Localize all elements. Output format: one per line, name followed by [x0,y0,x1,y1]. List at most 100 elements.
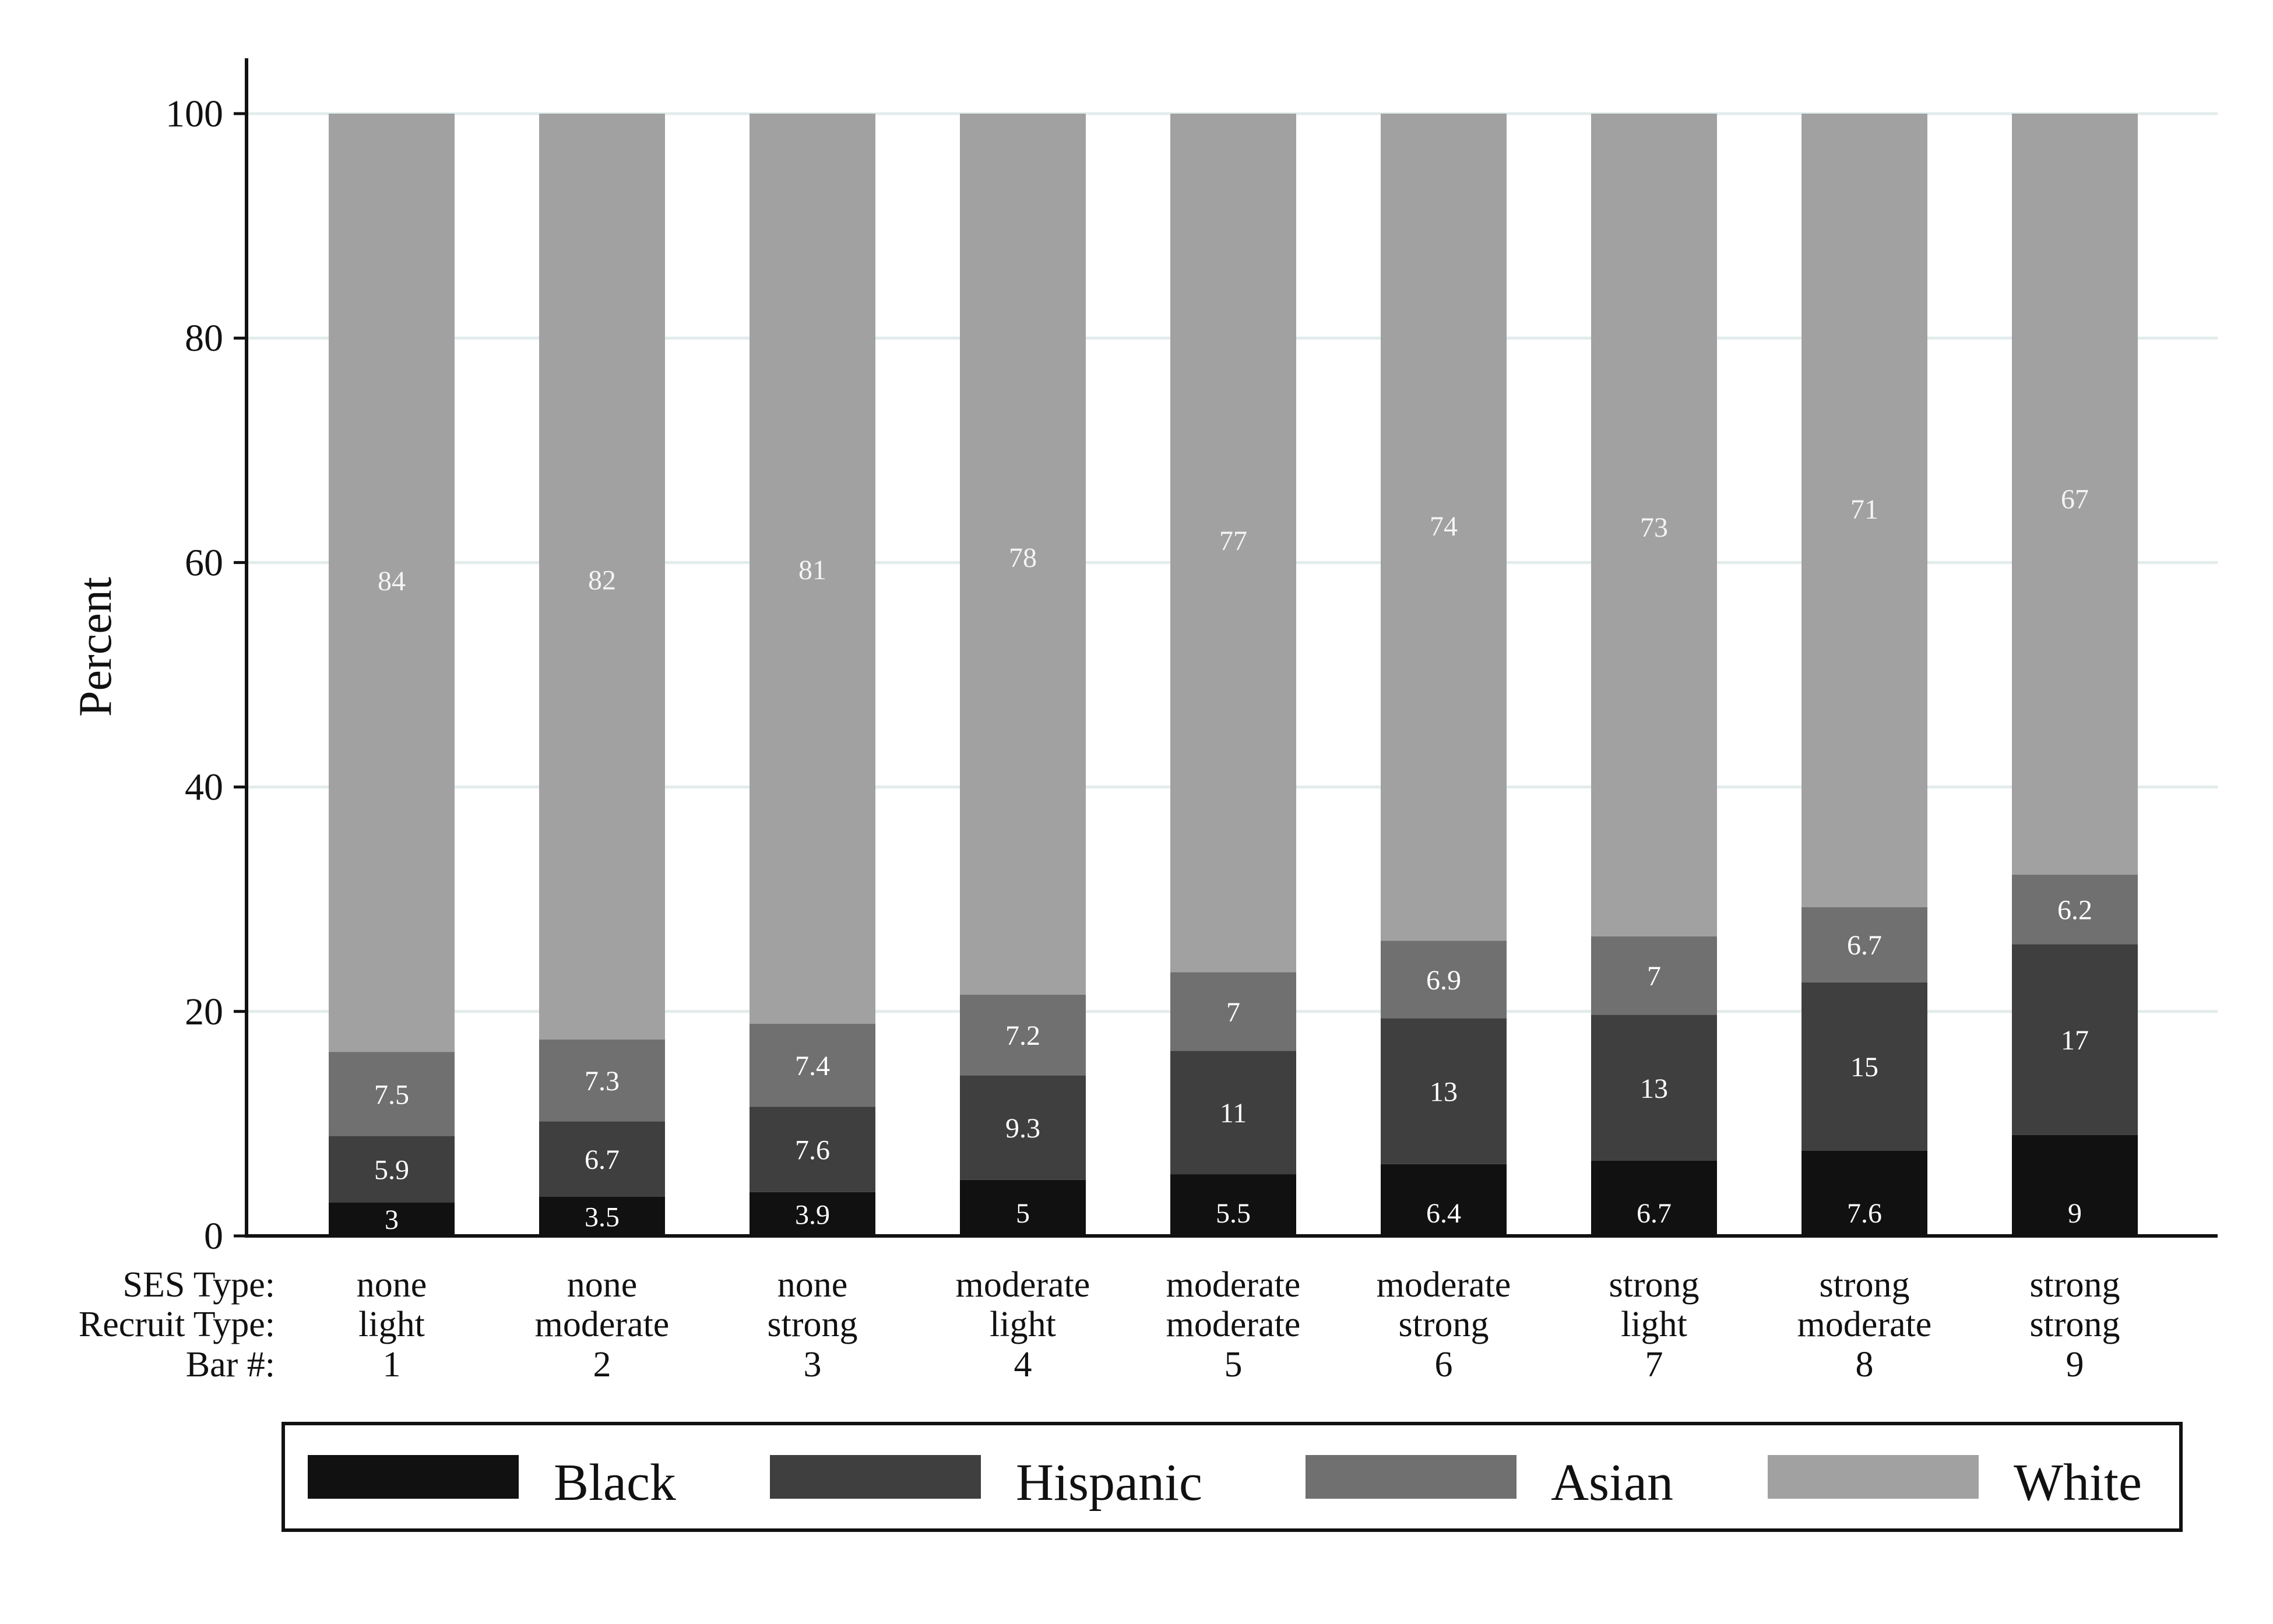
data-label-black: 9 [2068,1198,2082,1229]
y-tick-label: 40 [185,766,223,809]
data-label-hispanic: 13 [1640,1073,1668,1104]
x-label-recruit: moderate [1797,1305,1932,1344]
bar-segment-hispanic-2 [539,1121,665,1197]
y-tick-label: 80 [185,317,223,360]
bar-segment-white-3 [750,114,875,1024]
row-label-recruit: Recruit Type: [79,1305,275,1344]
bar-segment-asian-2 [539,1039,665,1122]
x-label-ses: none [777,1265,848,1305]
bar-segment-hispanic-1 [329,1136,455,1203]
bar-segment-white-1 [329,114,455,1052]
bar-segment-black-7 [1591,1160,1717,1236]
x-label-ses: none [357,1265,427,1305]
bar-segment-hispanic-8 [1801,982,1927,1151]
bar-segment-black-5 [1170,1174,1296,1236]
data-label-white: 73 [1640,512,1668,543]
data-label-hispanic: 15 [1850,1052,1878,1083]
bar-segment-hispanic-6 [1381,1018,1507,1164]
x-label-recruit: light [1621,1305,1687,1344]
x-label-recruit: strong [2030,1305,2120,1344]
bar-segment-hispanic-7 [1591,1014,1717,1161]
data-label-white: 82 [588,565,616,596]
legend-label-white: White [2014,1454,2142,1512]
legend-label-black: Black [554,1454,676,1512]
bar-segment-asian-9 [2012,874,2138,945]
x-label-recruit: strong [1399,1305,1489,1344]
bar-segment-black-4 [960,1179,1086,1236]
legend-label-hispanic: Hispanic [1016,1454,1202,1512]
x-label-recruit: light [358,1305,425,1344]
x-label-recruit: moderate [1166,1305,1301,1344]
y-axis-ticks: 0 20 40 60 80 100 [166,93,247,1257]
x-label-bar: 7 [1645,1345,1663,1385]
y-tick-label: 0 [204,1215,223,1257]
bar-segment-asian-8 [1801,907,1927,982]
x-label-bar: 8 [1856,1345,1874,1385]
data-label-black: 6.7 [1637,1198,1672,1229]
data-label-white: 77 [1219,526,1247,556]
data-label-white: 71 [1850,494,1878,525]
bar-segment-hispanic-5 [1170,1051,1296,1175]
bar-segment-black-2 [539,1196,665,1236]
data-label-asian: 7.5 [374,1079,409,1110]
data-label-hispanic: 13 [1430,1077,1458,1108]
x-label-bar: 2 [593,1345,611,1385]
x-label-ses: strong [2030,1265,2120,1305]
bar-segment-black-8 [1801,1150,1927,1236]
bar-segment-white-5 [1170,114,1296,973]
data-label-asian: 6.9 [1426,965,1461,996]
data-label-black: 5.5 [1216,1198,1251,1229]
row-label-bar: Bar #: [186,1345,275,1385]
x-label-ses: none [567,1265,638,1305]
bar-segment-black-9 [2012,1135,2138,1236]
data-label-black: 3.9 [795,1199,830,1230]
bar-segment-asian-3 [750,1023,875,1107]
data-label-asian: 6.2 [2057,895,2092,926]
bar-segment-asian-1 [329,1052,455,1136]
bar-segment-white-2 [539,114,665,1040]
legend-label-asian: Asian [1551,1454,1673,1512]
data-label-asian: 7 [1226,997,1240,1028]
bar-segment-white-7 [1591,114,1717,936]
data-label-hispanic: 17 [2061,1025,2089,1056]
row-label-ses: SES Type: [122,1265,275,1305]
y-axis-label: Percent [70,577,121,717]
data-label-hispanic: 5.9 [374,1154,409,1185]
bars: 3 5.9 7.5 84 3.5 6.7 7.3 82 3.9 7.6 7.4 81 5 9.3 7.2 78… [329,114,2138,1236]
bar-segment-black-1 [329,1202,455,1236]
bar-segment-asian-6 [1381,940,1507,1019]
x-label-ses: moderate [1166,1265,1301,1305]
bar-segment-asian-4 [960,994,1086,1076]
data-label-asian: 7.4 [795,1051,830,1082]
x-label-ses: moderate [956,1265,1090,1305]
data-label-asian: 7.2 [1005,1020,1040,1051]
bar-segment-asian-5 [1170,972,1296,1051]
data-label-black: 3 [385,1204,399,1235]
data-label-hispanic: 7.6 [795,1135,830,1166]
y-tick-label: 100 [166,93,223,135]
bar-segment-white-6 [1381,114,1507,941]
y-tick-label: 20 [185,991,223,1033]
x-axis-category-labels: SES Type:Recruit Type:Bar #:nonelight1no… [79,1265,2120,1385]
x-label-ses: strong [1609,1265,1700,1305]
bar-segment-hispanic-9 [2012,944,2138,1135]
bar-segment-white-9 [2012,114,2138,875]
data-label-asian: 7 [1647,961,1661,992]
x-label-bar: 5 [1225,1345,1243,1385]
legend-swatch-black [308,1455,519,1499]
x-label-bar: 6 [1435,1345,1453,1385]
x-label-bar: 4 [1014,1345,1032,1385]
x-label-recruit: light [990,1305,1056,1344]
data-label-hispanic: 11 [1220,1098,1247,1129]
legend: Black Hispanic Asian White [282,1422,2183,1532]
y-tick-label: 60 [185,541,223,584]
data-label-asian: 7.3 [585,1066,620,1097]
x-label-bar: 1 [383,1345,401,1385]
data-label-hispanic: 9.3 [1005,1113,1040,1144]
data-label-black: 6.4 [1426,1198,1461,1229]
data-label-asian: 6.7 [1847,930,1882,961]
bar-segment-asian-7 [1591,936,1717,1015]
data-label-white: 81 [798,555,826,586]
x-label-bar: 3 [804,1345,822,1385]
